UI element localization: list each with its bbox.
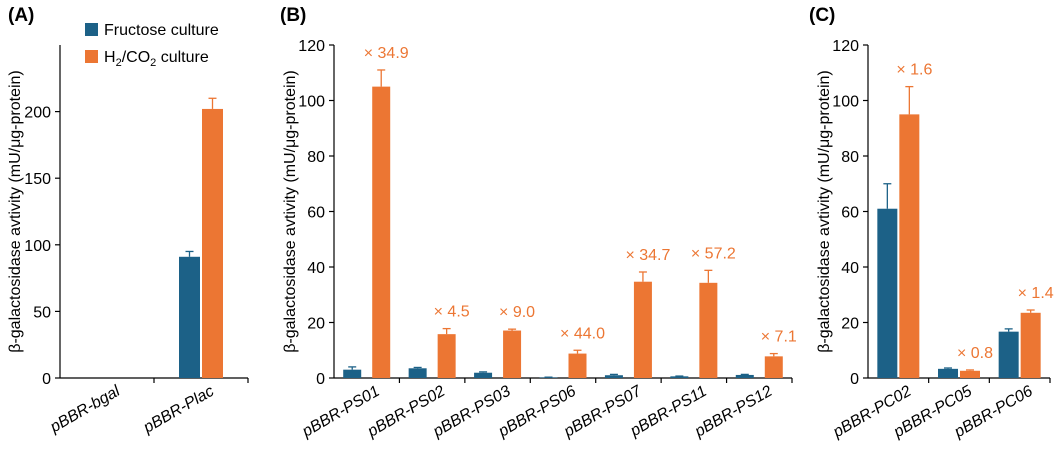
y-tick-label: 80 [307,149,325,166]
bar-fructose [877,208,898,378]
bar-h2co2 [372,86,391,378]
y-tick-label: 120 [298,38,325,55]
legend-swatch-fructose [85,23,98,36]
bar-fructose [179,256,200,378]
bar-h2co2 [699,282,718,378]
y-tick-label: 80 [841,149,859,166]
panel-label: (C) [809,5,835,26]
y-tick-label: 0 [42,371,51,388]
bar-h2co2 [960,370,980,378]
chart-panel-3: (C) 0 20 40 60 80 100 120 β-galactosidase avtivi… [809,5,1054,442]
x-category-label: pBBR-bgal [47,383,124,437]
bar-h2co2 [633,281,652,378]
y-tick-label: 100 [298,94,325,111]
fold-change-label: × 34.7 [625,247,670,264]
chart-panel-2: (B) 0 20 40 60 80 100 120 β-galactosidase avtivi… [280,5,797,441]
bar-h2co2 [202,108,223,378]
y-tick-label: 50 [33,304,51,321]
legend-label-fructose: Fructose culture [104,22,219,39]
bar-fructose [735,374,754,378]
y-tick-label: 20 [841,316,859,333]
legend-label-h2co2: H2/CO2 culture [104,49,209,69]
y-tick-label: 60 [307,205,325,222]
y-axis-title: β-galactosidase avtivity (mU/μg-protein) [282,70,299,353]
x-category-label: pBBR-Plac [140,383,217,437]
bar-fructose [938,368,958,378]
y-tick-label: 100 [24,238,51,255]
bar-h2co2 [899,114,920,378]
bar-fructose [670,376,689,378]
y-tick-label: 0 [850,371,859,388]
y-tick-label: 60 [841,205,859,222]
bar-fructose [474,372,493,378]
bar-fructose [998,331,1019,378]
bar-h2co2 [764,356,783,378]
y-tick-label: 0 [316,371,325,388]
fold-change-label: × 9.0 [499,304,535,321]
bar-h2co2 [568,353,587,378]
fold-change-label: × 0.8 [957,345,993,362]
y-axis-title: β-galactosidase avtivity (mU/μg-protein) [7,70,24,353]
y-tick-label: 200 [24,105,51,122]
fold-change-label: × 4.5 [434,304,470,321]
fold-change-label: × 1.4 [1018,285,1054,302]
y-tick-label: 40 [841,260,859,277]
panel-label: (B) [280,5,306,26]
fold-change-label: × 57.2 [691,245,736,262]
legend-swatch-h2co2 [85,50,98,63]
y-tick-label: 120 [832,38,859,55]
legend: Fructose culture H2/CO2 culture [85,22,219,69]
bar-fructose [604,375,623,378]
y-tick-label: 40 [307,260,325,277]
bar-fructose [408,368,427,378]
fold-change-label: × 44.0 [560,325,605,342]
bar-h2co2 [1020,312,1041,378]
bar-fructose [343,369,362,378]
fold-change-label: × 1.6 [896,62,932,79]
y-tick-label: 20 [307,316,325,333]
y-axis-title: β-galactosidase avtivity (mU/μg-protein) [816,70,833,353]
bar-h2co2 [437,334,456,378]
y-tick-label: 150 [24,171,51,188]
fold-change-label: × 7.1 [761,329,797,346]
y-tick-label: 100 [832,94,859,111]
fold-change-label: × 34.9 [364,45,409,62]
panel-label: (A) [8,5,34,26]
bar-h2co2 [503,330,522,378]
